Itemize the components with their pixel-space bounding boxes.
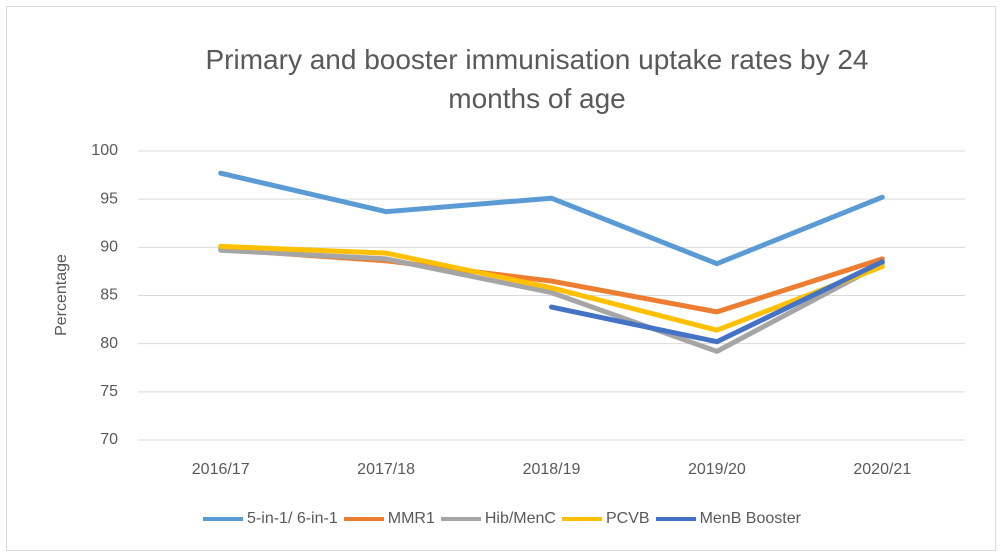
legend-swatch xyxy=(440,517,481,521)
legend-label: MMR1 xyxy=(387,510,435,527)
x-tick-label: 2020/21 xyxy=(853,461,911,478)
legend-swatch xyxy=(343,517,384,521)
legend: 5-in-1/ 6-in-1 MMR1 Hib/MenC PCVB MenB Boost… xyxy=(0,510,1004,528)
y-tick-label: 95 xyxy=(100,190,118,207)
legend-label: MenB Booster xyxy=(699,510,801,527)
chart-title: Primary and booster immunisation uptake … xyxy=(205,44,869,114)
y-tick-label: 85 xyxy=(100,287,118,304)
legend-swatch xyxy=(561,517,602,521)
x-tick-label: 2017/18 xyxy=(357,461,415,478)
series-line xyxy=(218,247,885,354)
legend-label: 5-in-1/ 6-in-1 xyxy=(247,510,338,527)
legend-item: MenB Booster xyxy=(655,510,801,528)
series-line xyxy=(218,170,885,267)
y-axis-label: Percentage xyxy=(53,254,70,336)
legend-label: Hib/MenC xyxy=(484,510,556,527)
legend-label: PCVB xyxy=(605,510,650,527)
y-tick-label: 70 xyxy=(100,431,118,448)
legend-item: Hib/MenC xyxy=(440,510,556,528)
y-tick-label: 100 xyxy=(91,142,118,159)
chart-frame xyxy=(6,6,996,551)
x-tick-label: 2018/19 xyxy=(523,461,581,478)
y-tick-label: 75 xyxy=(100,383,118,400)
series-line xyxy=(218,243,885,333)
y-tick-label: 90 xyxy=(100,239,118,256)
series-line xyxy=(549,259,885,345)
legend-swatch xyxy=(203,517,244,521)
legend-item: MMR1 xyxy=(343,510,435,528)
x-tick-label: 2016/17 xyxy=(192,461,250,478)
y-tick-label: 80 xyxy=(100,335,118,352)
legend-item: 5-in-1/ 6-in-1 xyxy=(203,510,338,528)
legend-item: PCVB xyxy=(561,510,650,528)
legend-swatch xyxy=(655,517,696,521)
x-tick-label: 2019/20 xyxy=(688,461,746,478)
